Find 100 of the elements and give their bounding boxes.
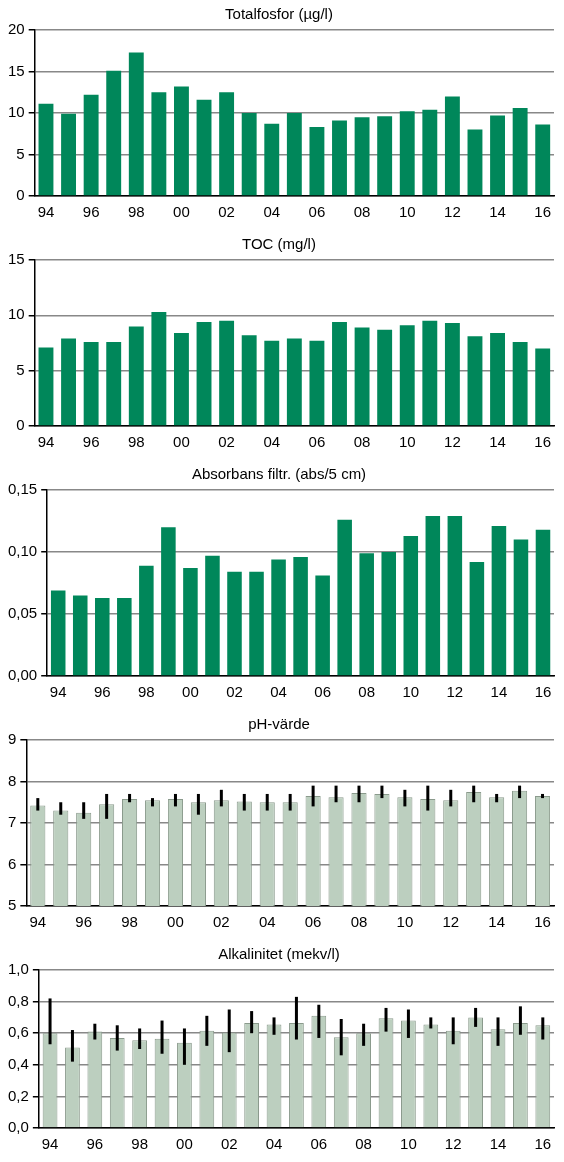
bar <box>535 348 551 426</box>
bar <box>249 571 264 676</box>
y-tick-label: 20 <box>8 20 25 38</box>
x-tick-label: 04 <box>263 203 281 221</box>
x-tick-label: 10 <box>398 433 416 451</box>
x-tick-label: 12 <box>446 683 464 701</box>
x-tick-label: 00 <box>167 913 184 931</box>
bar <box>286 338 302 426</box>
chart-title: Totalfosfor (µg/l) <box>225 5 333 23</box>
y-tick-label: 0,2 <box>7 1086 29 1104</box>
bar <box>83 341 99 426</box>
x-tick-label: 98 <box>127 203 145 221</box>
bar <box>399 325 415 426</box>
x-tick-label: 94 <box>41 1135 59 1153</box>
bar <box>512 108 528 196</box>
bar <box>422 320 438 426</box>
bar <box>425 516 441 676</box>
bar <box>183 568 198 676</box>
bar <box>315 575 330 676</box>
bar <box>490 115 505 196</box>
x-tick-label: 16 <box>534 1135 552 1153</box>
x-tick-label: 06 <box>304 913 322 931</box>
bar <box>309 127 325 196</box>
x-tick-label: 16 <box>534 433 552 451</box>
x-tick-label: 14 <box>488 913 505 931</box>
bar <box>95 597 110 676</box>
y-tick-label: 7 <box>8 813 17 831</box>
x-tick-label: 06 <box>310 1135 328 1153</box>
y-tick-label: 0,00 <box>7 666 38 684</box>
bar <box>535 124 551 196</box>
bar <box>161 527 176 676</box>
y-tick-label: 0,10 <box>7 542 38 560</box>
x-tick-label: 02 <box>220 1135 238 1153</box>
bar <box>286 113 302 196</box>
bar <box>332 321 347 426</box>
bar <box>399 111 415 196</box>
x-tick-label: 00 <box>173 203 190 221</box>
x-tick-label: 98 <box>131 1135 148 1153</box>
x-tick-label: 08 <box>353 433 371 451</box>
x-tick-label: 94 <box>29 913 47 931</box>
y-tick-label: 0 <box>16 416 25 434</box>
x-tick-label: 04 <box>265 1135 283 1153</box>
x-tick-label: 14 <box>489 1135 507 1153</box>
x-tick-label: 02 <box>218 203 235 221</box>
y-tick-label: 10 <box>8 103 25 121</box>
bar <box>332 120 347 196</box>
x-tick-label: 98 <box>138 683 155 701</box>
bar <box>50 590 66 676</box>
y-tick-label: 0,0 <box>7 1118 29 1136</box>
bar <box>38 103 54 196</box>
bar <box>174 333 189 426</box>
x-tick-label: 16 <box>534 203 552 221</box>
chart-title: TOC (mg/l) <box>242 235 316 253</box>
bar <box>61 113 76 196</box>
x-tick-label: 12 <box>442 913 460 931</box>
x-tick-label: 98 <box>121 913 138 931</box>
bar <box>403 535 419 676</box>
bar <box>196 321 212 426</box>
x-tick-label: 96 <box>82 203 100 221</box>
x-tick-label: 14 <box>490 683 508 701</box>
y-tick-label: 5 <box>16 360 25 378</box>
y-tick-label: 5 <box>8 896 17 914</box>
x-tick-label: 02 <box>213 913 230 931</box>
bar <box>354 327 370 426</box>
bar <box>128 52 144 196</box>
bar <box>72 595 88 676</box>
x-tick-label: 04 <box>263 433 281 451</box>
x-tick-label: 04 <box>270 683 287 701</box>
x-tick-label: 00 <box>176 1135 193 1153</box>
bar <box>469 561 485 676</box>
bar <box>106 70 122 196</box>
x-tick-label: 00 <box>173 433 190 451</box>
y-tick-label: 0 <box>16 186 25 204</box>
bar <box>467 336 483 426</box>
x-tick-label: 12 <box>444 433 461 451</box>
y-tick-label: 0,8 <box>7 991 29 1009</box>
x-tick-label: 08 <box>358 683 376 701</box>
bar <box>381 552 397 676</box>
bar <box>309 340 325 426</box>
bar <box>174 86 189 196</box>
x-tick-label: 96 <box>75 913 93 931</box>
y-tick-label: 8 <box>8 771 17 789</box>
bar <box>337 519 352 676</box>
bar <box>271 559 286 676</box>
y-tick-label: 15 <box>8 250 25 268</box>
bar <box>422 109 438 196</box>
bar <box>377 329 393 426</box>
bar <box>61 338 76 426</box>
y-tick-label: 0,6 <box>7 1023 29 1041</box>
chart-title: Alkalinitet (mekv/l) <box>218 945 340 963</box>
bar <box>447 516 463 676</box>
bar <box>128 326 144 426</box>
bar <box>467 129 483 196</box>
x-tick-label: 06 <box>308 433 326 451</box>
bar <box>293 556 308 676</box>
bar <box>491 525 507 676</box>
bar <box>117 597 132 676</box>
y-tick-label: 9 <box>8 730 17 748</box>
y-tick-label: 5 <box>16 144 25 162</box>
x-tick-label: 10 <box>400 1135 417 1153</box>
